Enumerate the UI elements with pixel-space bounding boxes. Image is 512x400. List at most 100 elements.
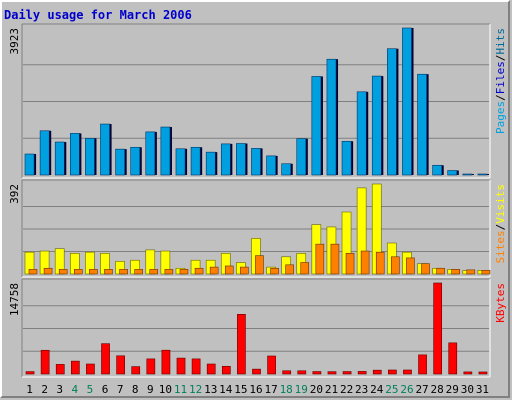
x-tick-label-15: 15 xyxy=(234,383,247,396)
bar-files-day-15 xyxy=(236,143,246,176)
x-tick-label-26: 26 xyxy=(400,383,413,396)
panel-2: 392 Sites/Visits xyxy=(8,179,507,278)
x-tick-label-23: 23 xyxy=(355,383,368,396)
bar-sites-day-25 xyxy=(391,256,400,275)
bar-sites-day-22 xyxy=(345,253,355,275)
bar-sites-day-14 xyxy=(224,265,234,275)
bar-sites-day-4 xyxy=(73,269,83,275)
bar-sites-day-16 xyxy=(255,255,264,275)
x-tick-label-11: 11 xyxy=(174,383,187,396)
bar-kbytes-day-21 xyxy=(327,371,337,375)
bar-sites-day-26 xyxy=(406,257,415,275)
bar-sites-day-10 xyxy=(164,269,174,275)
bar-files-day-29 xyxy=(447,170,458,176)
bar-files-day-16 xyxy=(251,148,261,176)
legend-entry: Files xyxy=(494,61,507,94)
bar-files-day-13 xyxy=(205,151,216,176)
x-tick-label-31: 31 xyxy=(476,383,489,396)
x-tick-label-28: 28 xyxy=(431,383,444,396)
bar-files-day-24 xyxy=(371,75,382,176)
x-tick-label-13: 13 xyxy=(204,383,217,396)
x-tick-label-21: 21 xyxy=(325,383,338,396)
bar-sites-day-27 xyxy=(421,263,430,275)
bar-kbytes-day-30 xyxy=(463,371,473,375)
bar-files-day-3 xyxy=(54,141,65,176)
legend-entry: Sites xyxy=(494,230,507,263)
x-tick-label-17: 17 xyxy=(264,383,277,396)
x-tick-label-22: 22 xyxy=(340,383,353,396)
legend-panel-1: Pages/Files/Hits xyxy=(494,28,507,134)
legend-entry: Visits xyxy=(494,184,507,224)
bar-sites-day-8 xyxy=(134,269,143,275)
bar-files-day-31 xyxy=(477,173,488,176)
bar-kbytes-day-7 xyxy=(116,355,125,375)
bar-files-day-12 xyxy=(190,146,201,176)
x-tick-label-16: 16 xyxy=(249,383,262,396)
x-tick-label-10: 10 xyxy=(159,383,172,396)
bar-kbytes-day-23 xyxy=(357,371,367,375)
bar-sites-day-31 xyxy=(481,270,491,275)
bar-kbytes-day-29 xyxy=(448,342,458,375)
bar-kbytes-day-17 xyxy=(267,355,276,375)
bar-files-day-2 xyxy=(39,130,50,176)
x-tick-label-20: 20 xyxy=(310,383,323,396)
bar-sites-day-18 xyxy=(285,264,294,275)
legend-entry: / xyxy=(494,94,507,101)
legend-entry: Hits xyxy=(494,28,507,55)
bar-kbytes-day-20 xyxy=(312,371,322,375)
x-tick-label-25: 25 xyxy=(385,383,398,396)
bar-files-day-8 xyxy=(130,146,141,176)
x-tick-label-5: 5 xyxy=(87,383,94,396)
x-tick-label-2: 2 xyxy=(41,383,48,396)
bar-sites-day-23 xyxy=(360,250,370,275)
y-max-label: 392 xyxy=(8,184,21,204)
bar-sites-day-13 xyxy=(209,266,219,275)
bar-kbytes-day-6 xyxy=(101,343,110,375)
x-tick-label-3: 3 xyxy=(56,383,63,396)
x-tick-label-19: 19 xyxy=(295,383,308,396)
bar-sites-day-12 xyxy=(194,267,204,275)
bar-sites-day-6 xyxy=(104,269,113,275)
bar-sites-day-17 xyxy=(270,267,279,275)
bar-kbytes-day-13 xyxy=(206,363,216,375)
bar-sites-day-20 xyxy=(315,243,325,275)
bar-kbytes-day-1 xyxy=(25,371,35,375)
y-max-label: 14758 xyxy=(8,283,21,316)
bar-kbytes-day-2 xyxy=(40,349,50,375)
x-tick-label-18: 18 xyxy=(280,383,293,396)
x-tick-label-14: 14 xyxy=(219,383,233,396)
bar-files-day-30 xyxy=(462,173,473,176)
bar-kbytes-day-12 xyxy=(191,358,201,375)
bar-files-day-14 xyxy=(220,143,231,176)
bar-kbytes-day-5 xyxy=(86,363,95,375)
bar-sites-day-5 xyxy=(89,269,98,275)
bar-kbytes-day-11 xyxy=(176,357,186,375)
bar-files-day-17 xyxy=(266,155,276,176)
bar-files-day-5 xyxy=(85,137,95,176)
bar-files-day-20 xyxy=(311,76,322,176)
x-tick-label-9: 9 xyxy=(147,383,154,396)
bar-files-day-10 xyxy=(160,126,171,176)
legend-panel-2: Sites/Visits xyxy=(494,184,507,264)
x-tick-label-7: 7 xyxy=(117,383,124,396)
bar-kbytes-day-31 xyxy=(478,371,488,375)
x-tick-label-4: 4 xyxy=(72,383,79,396)
bar-sites-day-3 xyxy=(58,269,68,275)
bar-kbytes-day-28 xyxy=(433,282,443,375)
bar-sites-day-21 xyxy=(330,243,340,275)
bar-files-day-7 xyxy=(115,148,125,176)
bar-sites-day-28 xyxy=(436,267,445,275)
x-tick-label-27: 27 xyxy=(415,383,428,396)
bar-files-day-28 xyxy=(432,164,443,176)
bar-kbytes-day-4 xyxy=(70,360,80,375)
bar-kbytes-day-24 xyxy=(372,369,382,375)
x-tick-label-1: 1 xyxy=(26,383,33,396)
bar-sites-day-11 xyxy=(179,269,189,275)
bar-sites-day-7 xyxy=(119,269,128,275)
x-tick-label-12: 12 xyxy=(189,383,202,396)
bar-sites-day-9 xyxy=(149,269,159,275)
bar-kbytes-day-16 xyxy=(252,368,261,375)
bar-kbytes-day-27 xyxy=(418,354,427,375)
bar-files-day-27 xyxy=(417,73,427,176)
